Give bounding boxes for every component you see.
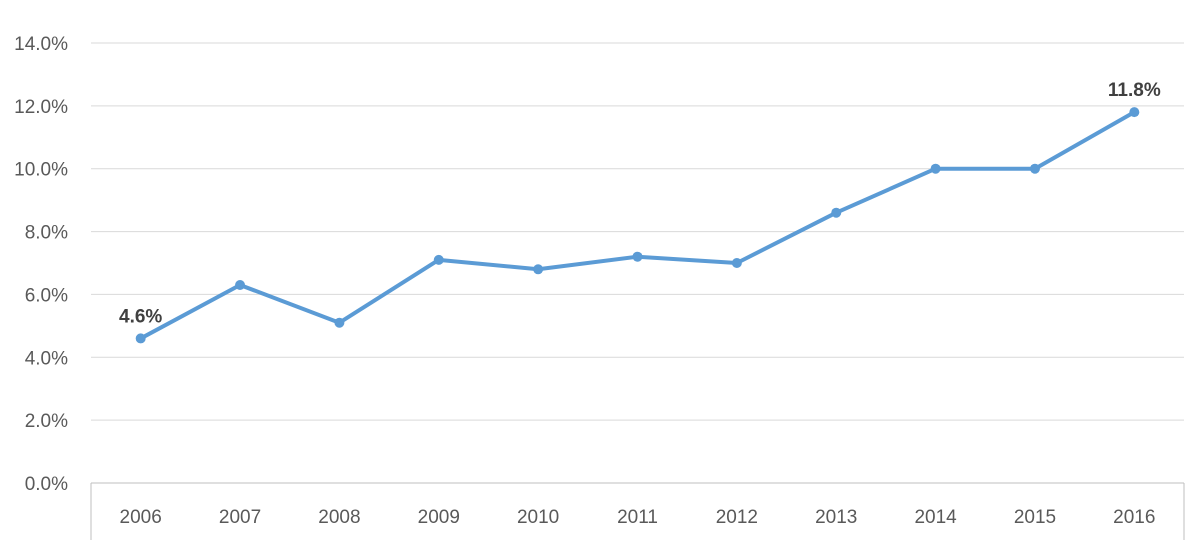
data-point <box>1029 163 1040 174</box>
y-axis-tick-labels: 0.0% 2.0% 4.0% 6.0% 8.0% 10.0% 12.0% 14.0% <box>14 34 68 495</box>
x-tick-label: 2010 <box>517 507 559 528</box>
x-tick-label: 2013 <box>815 507 857 528</box>
x-tick-label: 2012 <box>716 507 758 528</box>
x-tick-label: 2016 <box>1113 507 1155 528</box>
gridlines <box>91 42 1184 421</box>
data-point <box>433 254 444 265</box>
x-tick-label: 2011 <box>617 507 658 528</box>
y-tick-label: 0.0% <box>25 474 68 495</box>
data-point <box>235 280 246 290</box>
x-tick-label: 2007 <box>219 507 261 528</box>
y-tick-label: 2.0% <box>25 411 68 432</box>
data-point <box>334 317 345 328</box>
data-point <box>1129 107 1140 118</box>
x-axis <box>90 482 1185 540</box>
x-axis-tick-labels: 2006 2007 2008 2009 2010 2011 2012 2013 2014 2015… <box>120 507 1156 528</box>
data-label: 4.6% <box>119 306 162 327</box>
series-line <box>138 110 1137 341</box>
y-tick-label: 14.0% <box>14 34 68 55</box>
data-labels: 4.6% 11.8% <box>119 80 1161 327</box>
data-label: 11.8% <box>1108 80 1161 101</box>
y-tick-label: 8.0% <box>25 223 68 244</box>
x-tick-label: 2009 <box>418 507 460 528</box>
y-tick-label: 4.0% <box>25 348 68 369</box>
x-tick-label: 2006 <box>120 507 162 528</box>
y-tick-label: 6.0% <box>25 285 68 306</box>
data-point <box>135 333 146 344</box>
x-tick-label: 2008 <box>318 507 360 528</box>
y-tick-label: 12.0% <box>14 97 68 118</box>
x-tick-label: 2014 <box>914 507 957 528</box>
data-point <box>731 258 742 268</box>
data-point <box>632 251 643 262</box>
data-point <box>533 264 544 275</box>
y-tick-label: 10.0% <box>14 160 68 181</box>
data-point <box>831 207 842 218</box>
data-point <box>930 163 941 174</box>
series-layer <box>135 107 1140 344</box>
x-tick-label: 2015 <box>1014 507 1056 528</box>
